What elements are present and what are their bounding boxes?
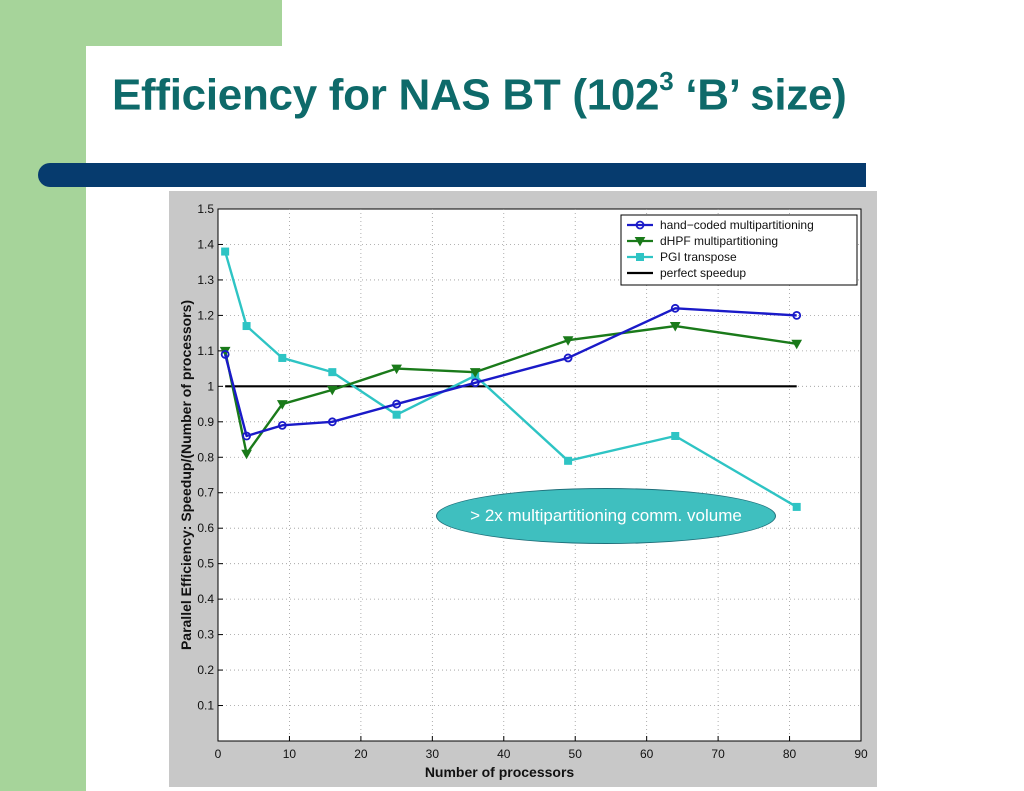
legend-label-2: PGI transpose [660, 250, 737, 264]
y-tick-label-0: 0.1 [197, 699, 214, 713]
series-2-point-0 [221, 247, 230, 256]
y-tick-label-14: 1.5 [197, 202, 214, 216]
series-1-point-4 [391, 364, 402, 375]
x-tick-label-1: 10 [283, 747, 297, 761]
series-1-point-8 [791, 339, 803, 350]
side-accent-bar [0, 0, 86, 791]
chart-frame: 0 10 20 30 40 50 60 70 80 90 0.1 0.2 0.3 0.4 0.5 0.6 0.7… [169, 191, 877, 787]
legend-label-1: dHPF multipartitioning [660, 234, 778, 248]
y-tick-label-2: 0.3 [197, 628, 214, 642]
series-1-point-2 [276, 400, 288, 410]
series-2-point-3 [328, 368, 337, 377]
legend-label-0: hand−coded multipartitioning [660, 218, 814, 232]
y-tick-label-3: 0.4 [197, 592, 214, 606]
slide-title-main: Efficiency for NAS BT (102 [112, 70, 660, 120]
series-2-point-4 [392, 410, 401, 419]
y-tick-label-12: 1.3 [197, 273, 214, 287]
series-0-point-5 [470, 378, 480, 388]
x-tick-label-2: 20 [354, 747, 368, 761]
x-axis-title: Number of processors [425, 764, 575, 780]
y-tick-label-6: 0.7 [197, 486, 214, 500]
series-0-point-6 [563, 353, 573, 363]
series-1-point-1 [241, 449, 252, 460]
annotation-callout: > 2x multipartitioning comm. volume [436, 488, 776, 544]
y-tick-label-11: 1.2 [197, 308, 214, 322]
series-0-point-2 [277, 420, 287, 430]
series-1-point-3 [326, 385, 338, 396]
y-tick-label-4: 0.5 [197, 557, 214, 571]
slide-title-tail: ‘B’ size) [673, 70, 847, 120]
series-0-point-1 [242, 431, 251, 441]
annotation-callout-text: > 2x multipartitioning comm. volume [470, 506, 742, 525]
series-0-point-0 [220, 350, 230, 359]
efficiency-line-chart: 0 10 20 30 40 50 60 70 80 90 0.1 0.2 0.3 0.4 0.5 0.6 0.7… [178, 202, 868, 780]
series-0-point-8 [792, 311, 802, 320]
series-line-0 [223, 307, 797, 438]
y-tick-label-5: 0.6 [197, 521, 214, 535]
x-tick-label-9: 90 [854, 747, 868, 761]
series-0-point-7 [670, 303, 680, 313]
y-tick-label-7: 0.8 [197, 450, 214, 464]
series-1-point-6 [562, 336, 574, 346]
y-tick-label-13: 1.4 [197, 237, 214, 251]
y-tick-label-10: 1.1 [197, 344, 214, 358]
legend-swatch-marker-2 [636, 253, 644, 261]
x-tick-label-0: 0 [215, 747, 222, 761]
series-2-point-8 [792, 502, 801, 511]
y-tick-label-8: 0.9 [197, 415, 214, 429]
series-0-point-4 [392, 399, 402, 409]
series-1-point-7 [669, 322, 681, 332]
series-2-point-6 [564, 456, 573, 465]
legend-box [620, 214, 858, 286]
legend-swatch-marker-1 [634, 237, 646, 247]
slide-title-superscript: 3 [659, 66, 674, 96]
plot-area [217, 208, 862, 742]
series-2-point-1 [242, 322, 251, 331]
y-tick-label-1: 0.2 [197, 663, 214, 677]
y-tick-label-9: 1 [207, 379, 214, 393]
slide-title: Efficiency for NAS BT (1023 ‘B’ size) [112, 66, 847, 121]
x-tick-label-4: 40 [497, 747, 511, 761]
top-accent-block [0, 0, 282, 46]
x-tick-label-3: 30 [426, 747, 440, 761]
x-tick-label-7: 70 [711, 747, 725, 761]
x-tick-label-8: 80 [783, 747, 797, 761]
x-tick-label-6: 60 [640, 747, 654, 761]
series-2-point-7 [671, 431, 680, 440]
legend-swatch-marker-0 [635, 220, 645, 230]
x-tick-label-5: 50 [569, 747, 583, 761]
title-underline-bar [38, 163, 866, 187]
series-0 [220, 303, 802, 441]
series-0-point-3 [327, 417, 337, 427]
series-1-point-5 [469, 368, 481, 378]
y-axis-title: Parallel Efficiency: Speedup/(Number of … [178, 300, 194, 650]
legend-label-3: perfect speedup [660, 266, 746, 280]
series-2-point-2 [278, 353, 287, 362]
